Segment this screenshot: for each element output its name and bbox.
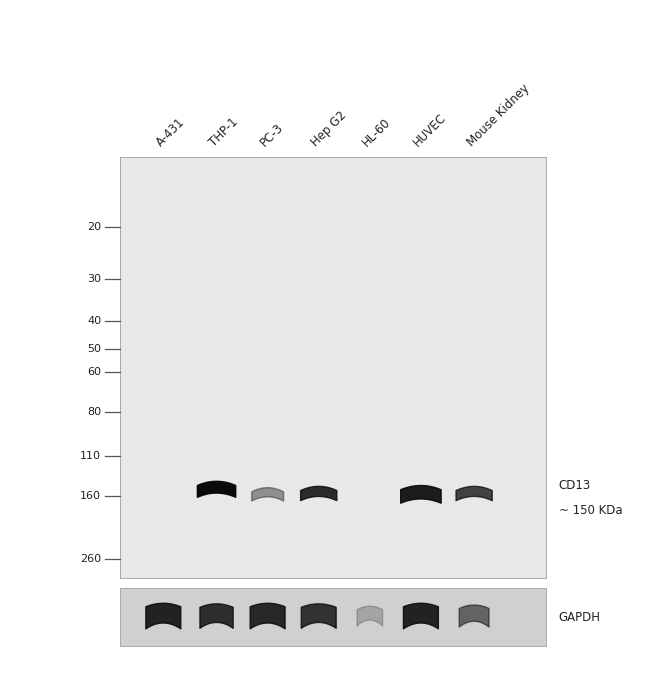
Text: Hep G2: Hep G2 (309, 109, 349, 149)
Text: A-431: A-431 (153, 116, 187, 149)
Text: PC-3: PC-3 (258, 120, 286, 149)
Text: 60: 60 (87, 367, 101, 377)
Text: HL-60: HL-60 (360, 116, 393, 149)
Text: 30: 30 (87, 274, 101, 285)
Text: ~ 150 KDa: ~ 150 KDa (559, 504, 623, 517)
Text: GAPDH: GAPDH (559, 611, 601, 624)
Text: 20: 20 (87, 222, 101, 232)
Text: 160: 160 (80, 491, 101, 501)
Text: CD13: CD13 (559, 479, 591, 492)
Text: 50: 50 (87, 344, 101, 354)
Text: THP-1: THP-1 (207, 115, 240, 149)
Text: 260: 260 (80, 554, 101, 564)
Text: 110: 110 (80, 451, 101, 461)
Text: 40: 40 (87, 317, 101, 326)
Text: HUVEC: HUVEC (411, 111, 449, 149)
Text: 80: 80 (87, 407, 101, 417)
Text: Mouse Kidney: Mouse Kidney (465, 81, 532, 149)
